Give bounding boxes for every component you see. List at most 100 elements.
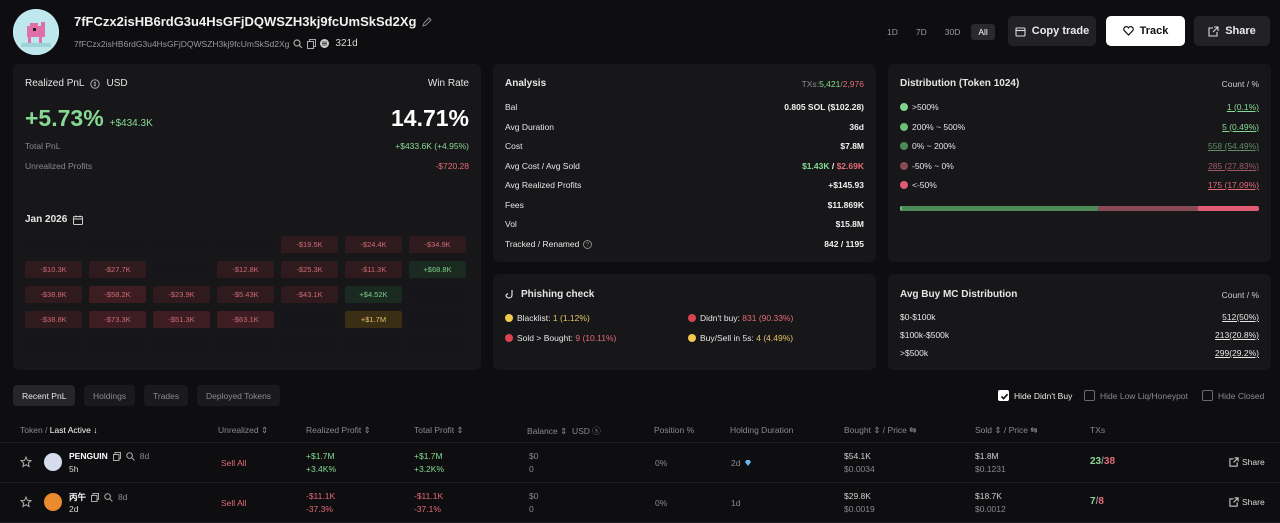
row-share-button[interactable]: Share	[1229, 457, 1265, 467]
row-divider	[0, 482, 1280, 483]
calendar-day[interactable]: -$58.2K	[89, 286, 146, 303]
calendar-day[interactable]: -$5.43K	[217, 286, 274, 303]
wallet-sub-address: 7fFCzx2isHB6rdG3u4HsGFjDQWSZH3kj9fcUmSkS…	[74, 39, 289, 49]
copy-icon[interactable]	[91, 493, 99, 502]
token-name[interactable]: 丙午	[69, 491, 86, 503]
calendar-day[interactable]: +$4.52K	[345, 286, 402, 303]
search-icon[interactable]	[126, 452, 135, 461]
distribution-count[interactable]: 285 (27.83%)	[1208, 161, 1259, 171]
buy-price: $0.0019	[844, 504, 875, 514]
col-realized[interactable]: Realized Profit ⇕	[306, 425, 371, 436]
distribution-count[interactable]: 558 (54.49%)	[1208, 141, 1259, 151]
calendar-day[interactable]: +$1.7M	[345, 311, 402, 328]
calendar-day[interactable]: -$11.3K	[345, 261, 402, 278]
calendar-day[interactable]: -$27.7K	[89, 261, 146, 278]
distribution-count-label: Count / %	[1222, 79, 1259, 89]
tracked-value: 842 / 1195	[824, 239, 864, 249]
col-sold-label: Sold	[975, 425, 992, 435]
sell-all-button[interactable]: Sell All	[221, 458, 247, 468]
period-7d[interactable]: 7D	[909, 24, 934, 40]
calendar-day[interactable]: -$38.8K	[25, 311, 82, 328]
bal-label: Bal	[505, 102, 517, 112]
calendar-day[interactable]: -$34.9K	[409, 236, 466, 253]
calendar-day	[345, 336, 402, 353]
hide-closed-filter[interactable]: Hide Closed	[1202, 390, 1264, 401]
checkbox[interactable]	[1202, 390, 1213, 401]
tab-deployed-tokens[interactable]: Deployed Tokens	[197, 385, 280, 406]
copy-icon[interactable]	[113, 452, 121, 461]
avg-duration-value: 36d	[849, 122, 864, 132]
calendar-day[interactable]: -$12.8K	[217, 261, 274, 278]
tab-trades[interactable]: Trades	[144, 385, 188, 406]
checkbox-checked[interactable]	[998, 390, 1009, 401]
checkbox[interactable]	[1084, 390, 1095, 401]
calendar-icon[interactable]	[73, 215, 83, 225]
sell-all-button[interactable]: Sell All	[221, 498, 247, 508]
calendar-day[interactable]: -$23.9K	[153, 286, 210, 303]
col-token[interactable]: Token / Last Active ↓	[20, 425, 98, 435]
search-icon[interactable]	[293, 39, 303, 49]
calendar-day[interactable]: -$43.1K	[281, 286, 338, 303]
hide-low-liq-filter[interactable]: Hide Low Liq/Honeypot	[1084, 390, 1188, 401]
share-button[interactable]: Share	[1194, 16, 1270, 46]
total-profit-pct: -37.1%	[414, 504, 441, 514]
period-1d[interactable]: 1D	[880, 24, 905, 40]
star-icon[interactable]	[20, 456, 32, 468]
col-usd-label[interactable]: USD	[572, 426, 590, 436]
sold-amount: $1.8M	[975, 451, 999, 461]
blacklist-value: 1 (1.12%)	[553, 313, 590, 323]
col-unrealized[interactable]: Unrealized ⇕	[218, 425, 268, 436]
token-name[interactable]: PENGUIN	[69, 451, 108, 461]
balance-usd: $0	[529, 451, 538, 461]
currency-toggle-icon[interactable]	[90, 79, 100, 89]
edit-icon[interactable]	[422, 17, 432, 27]
calendar-day[interactable]: +$68.8K	[409, 261, 466, 278]
calendar-day	[153, 336, 210, 353]
distribution-count[interactable]: 5 (0.49%)	[1222, 122, 1259, 132]
calendar-day[interactable]: -$10.3K	[25, 261, 82, 278]
col-bought[interactable]: Bought ⇕ / Price ⇆	[844, 425, 916, 436]
period-all[interactable]: All	[971, 24, 994, 40]
period-30d[interactable]: 30D	[938, 24, 968, 40]
row-share-button[interactable]: Share	[1229, 497, 1265, 507]
track-button[interactable]: Track	[1106, 16, 1185, 46]
col-balance[interactable]: Balance ⇕ USD ⓢ	[527, 425, 601, 437]
distribution-count[interactable]: 1 (0.1%)	[1227, 102, 1259, 112]
pnl-card: Realized PnL USD Win Rate +5.73% +$434.3…	[13, 64, 481, 370]
calendar-day[interactable]: -$63.1K	[217, 311, 274, 328]
col-total[interactable]: Total Profit ⇕	[414, 425, 464, 436]
calendar-day[interactable]: -$25.3K	[281, 261, 338, 278]
copy-icon[interactable]	[307, 39, 316, 49]
mc-range-value[interactable]: 512(50%)	[1222, 312, 1259, 322]
star-icon[interactable]	[20, 496, 32, 508]
calendar-day[interactable]: -$73.3K	[89, 311, 146, 328]
realized-profit: -$11.1K	[306, 491, 335, 501]
calendar-day[interactable]: -$19.5K	[281, 236, 338, 253]
mc-range-value[interactable]: 213(20.8%)	[1215, 330, 1259, 340]
calendar-day[interactable]: -$51.3K	[153, 311, 210, 328]
sell-price: $0.1231	[975, 464, 1006, 474]
mc-range-value[interactable]: 299(29.2%)	[1215, 348, 1259, 358]
hide-didnt-buy-filter[interactable]: Hide Didn't Buy	[998, 390, 1072, 401]
bought-amount: $29.8K	[844, 491, 871, 501]
vol-label: Vol	[505, 219, 517, 229]
col-last-active-label[interactable]: Last Active	[50, 425, 91, 435]
tab-holdings[interactable]: Holdings	[84, 385, 135, 406]
cost-value: $7.8M	[840, 141, 864, 151]
col-sold[interactable]: Sold ⇕ / Price ⇆	[975, 425, 1037, 436]
search-icon[interactable]	[104, 493, 113, 502]
blacklist-dot	[505, 314, 513, 322]
copy-trade-button[interactable]: Copy trade	[1008, 16, 1096, 46]
avg-sold-value: $2.69K	[837, 161, 864, 171]
tab-recent-pnl[interactable]: Recent PnL	[13, 385, 75, 406]
last-active: 2d	[69, 504, 78, 514]
avg-duration-label: Avg Duration	[505, 122, 554, 132]
calendar-day[interactable]: -$24.4K	[345, 236, 402, 253]
wallet-title: 7fFCzx2isHB6rdG3u4HsGFjDQWSZH3kj9fcUmSkS…	[74, 14, 432, 29]
help-icon[interactable]: ?	[583, 240, 592, 249]
distribution-count[interactable]: 175 (17.09%)	[1208, 180, 1259, 190]
share-icon	[1229, 457, 1239, 467]
pnl-percent: +5.73%	[25, 105, 104, 132]
tracked-label: Tracked / Renamed	[505, 239, 579, 249]
calendar-day[interactable]: -$38.8K	[25, 286, 82, 303]
